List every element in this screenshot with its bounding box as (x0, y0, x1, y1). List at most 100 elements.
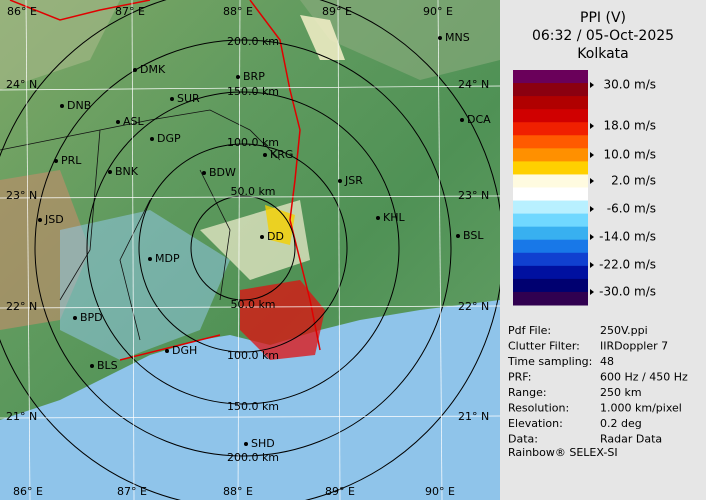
scale-arrow (590, 178, 594, 184)
city-label: DD (267, 230, 284, 243)
city-label: BRP (243, 70, 265, 83)
scale-label: 30.0 m/s (603, 78, 656, 92)
city-dot (456, 234, 460, 238)
sea (0, 300, 500, 500)
scale-label: 18.0 m/s (603, 119, 656, 133)
echo-area (60, 210, 230, 360)
city-label: DNB (67, 99, 91, 112)
longitude-label: 86° E (13, 485, 43, 498)
scale-band (513, 161, 588, 175)
range-label: 100.0 km (227, 136, 279, 149)
longitude-label: 87° E (117, 485, 147, 498)
longitude-label: 89° E (322, 5, 352, 18)
scale-band (513, 278, 588, 293)
info-key: Time sampling: (507, 355, 592, 368)
scale-label: -14.0 m/s (599, 230, 656, 244)
city-dot (90, 364, 94, 368)
longitude-label: 87° E (115, 5, 145, 18)
info-key: Data: (508, 433, 538, 446)
color-scale: 30.0 m/s 18.0 m/s 10.0 m/s 2.0 m/s -6.0 m/s -… (513, 70, 656, 306)
scale-band (513, 265, 588, 280)
meridian (25, 0, 31, 500)
city-label: SHD (251, 437, 275, 450)
header-site: Kolkata (577, 46, 628, 62)
scale-label: 10.0 m/s (603, 148, 656, 162)
latitude-label: 23° N (458, 189, 489, 202)
scale-band (513, 252, 588, 267)
longitude-label: 88° E (223, 485, 253, 498)
info-value: 48 (600, 355, 614, 368)
city-label: JSR (344, 174, 363, 187)
city-label: MNS (445, 31, 470, 44)
longitude-label: 89° E (325, 485, 355, 498)
city-label: ASL (123, 115, 145, 128)
terrain (300, 0, 500, 80)
longitude-label: 86° E (7, 5, 37, 18)
range-ring (34, 39, 452, 457)
parallel (0, 85, 501, 91)
city-label: BNK (115, 165, 139, 178)
scale-label: -30.0 m/s (599, 285, 656, 299)
city-label: BLS (97, 359, 118, 372)
range-label: 100.0 km (227, 349, 279, 362)
meridian (437, 0, 443, 500)
city-dot (133, 68, 137, 72)
info-value: 250 km (600, 386, 642, 399)
echo-area (240, 280, 325, 360)
info-value: 250V.ppi (600, 324, 648, 337)
city-label: KRG (270, 148, 293, 161)
city-dot (165, 349, 169, 353)
scale-band (513, 213, 588, 228)
echo-area (265, 205, 295, 245)
info-key: Pdf File: (508, 324, 551, 337)
parallel (0, 415, 501, 419)
city-dot (244, 442, 248, 446)
city-label: KHL (383, 211, 405, 224)
city-dot (108, 170, 112, 174)
scale-band (513, 200, 588, 215)
city-dot (260, 235, 264, 239)
scale-band (513, 96, 588, 110)
info-value: IIRDoppler 7 (600, 340, 668, 353)
city-label: PRL (61, 154, 82, 167)
range-ring (138, 143, 348, 353)
range-ring (86, 91, 400, 405)
scale-band (513, 109, 588, 123)
city-label: BDW (209, 166, 236, 179)
scale-band (513, 174, 588, 188)
city-dot (148, 257, 152, 261)
city-dot (38, 218, 42, 222)
scale-arrow (590, 289, 594, 295)
range-label: 150.0 km (227, 85, 279, 98)
city-label: DMK (140, 63, 166, 76)
scale-band (513, 187, 588, 202)
city-dot (376, 216, 380, 220)
city-label: BSL (463, 229, 484, 242)
scale-band (513, 291, 588, 306)
latitude-label: 22° N (6, 300, 37, 313)
info-value: 1.000 km/pixel (600, 402, 682, 415)
district-border (0, 109, 281, 341)
city-dot (116, 120, 120, 124)
city-label: DCA (467, 113, 491, 126)
scale-band (513, 83, 588, 97)
city-label: JSD (44, 213, 64, 226)
terrain (0, 0, 120, 90)
info-key: Clutter Filter: (508, 340, 580, 353)
scale-band (513, 226, 588, 241)
meridian (131, 0, 135, 500)
city-dot (170, 97, 174, 101)
city-dot (460, 118, 464, 122)
latitude-label: 23° N (6, 189, 37, 202)
range-label: 200.0 km (227, 35, 279, 48)
city-dot (338, 179, 342, 183)
latitude-label: 24° N (458, 78, 489, 91)
latitude-label: 22° N (458, 300, 489, 313)
range-label: 200.0 km (227, 451, 279, 464)
range-label: 50.0 km (230, 185, 275, 198)
city-label: DGP (157, 132, 181, 145)
city-dot (54, 159, 58, 163)
graticule (0, 0, 501, 500)
